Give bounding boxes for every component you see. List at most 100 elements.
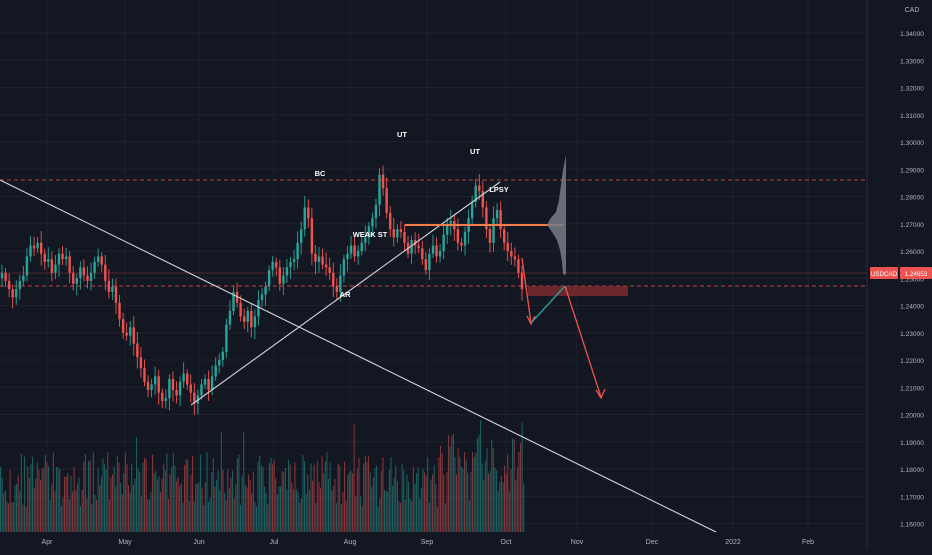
candle-body — [43, 253, 46, 262]
candle-body — [321, 256, 324, 265]
volume-bar — [256, 506, 258, 532]
candle-body — [396, 229, 399, 238]
annotation-label[interactable]: UT — [470, 147, 480, 156]
candle-body — [378, 174, 381, 205]
candle-body — [0, 272, 4, 279]
annotation-label[interactable]: UT — [397, 130, 407, 139]
projection-retest-line[interactable] — [530, 285, 566, 324]
volume-bar — [41, 468, 43, 532]
candle-body — [310, 218, 314, 254]
annotation-label[interactable]: AR — [340, 290, 351, 299]
volume-bar — [462, 468, 464, 532]
volume-bar — [406, 474, 408, 532]
candle-body — [186, 373, 189, 385]
volume-bar — [440, 446, 442, 532]
volume-bar — [140, 496, 142, 532]
volume-bar — [441, 453, 443, 532]
volume-bar — [496, 470, 498, 532]
volume-bar — [464, 452, 466, 532]
volume-bar — [182, 502, 184, 532]
volume-bar — [0, 466, 2, 532]
volume-bar — [19, 491, 21, 532]
candle-body — [517, 259, 520, 273]
volume-bar — [96, 499, 98, 532]
projection-target-line[interactable] — [564, 285, 602, 398]
candle-body — [118, 302, 121, 320]
volume-bar — [278, 486, 280, 532]
volume-bar — [129, 492, 131, 532]
time-axis[interactable]: Apr May Jun Jul Aug Sep Oct Nov Dec 2022 Feb — [42, 539, 815, 546]
volume-bar — [72, 491, 74, 532]
candle-body — [492, 218, 495, 243]
projection-arrows[interactable] — [521, 257, 606, 400]
annotation-label[interactable]: LPSY — [489, 185, 509, 194]
volume-bar — [171, 466, 173, 532]
price-axis[interactable]: 1.34000 1.33000 1.32000 1.31000 1.30000 1.290… — [900, 31, 924, 529]
candle-body — [428, 253, 431, 271]
volume-bar — [500, 475, 502, 532]
candle-body — [510, 251, 513, 257]
candle-body — [381, 174, 385, 189]
time-tick-label: Jul — [270, 539, 279, 546]
volume-bar — [8, 503, 10, 532]
volume-bar — [4, 490, 6, 532]
time-tick-label: Jun — [193, 539, 204, 546]
ascending-trendline[interactable] — [190, 181, 501, 406]
descending-trendline[interactable] — [0, 179, 717, 533]
volume-bar — [368, 456, 370, 532]
volume-bar — [43, 467, 45, 532]
candle-body — [114, 286, 118, 303]
volume-bar — [267, 504, 269, 532]
volume-bar — [128, 485, 130, 532]
candle-body — [153, 376, 157, 385]
candle-body — [203, 379, 207, 385]
price-tick-label: 1.17000 — [900, 494, 924, 501]
candle-body — [342, 259, 346, 276]
volume-bar — [28, 478, 30, 532]
volume-bar — [91, 504, 93, 532]
volume-bar — [494, 467, 496, 532]
candle-body — [175, 389, 178, 396]
volume-bar — [289, 464, 291, 532]
volume-bar — [356, 468, 358, 532]
price-tick-label: 1.30000 — [900, 140, 924, 147]
volume-bar — [360, 496, 362, 532]
volume-bar — [326, 452, 328, 532]
volume-bar — [20, 453, 22, 532]
volume-bar — [372, 477, 374, 532]
volume-bar — [438, 456, 440, 532]
volume-bar — [379, 498, 381, 532]
volume-bar — [89, 460, 91, 532]
volume-bar — [353, 423, 355, 532]
volume-bar — [230, 477, 232, 532]
volume-bar — [310, 463, 312, 532]
candle-body — [470, 201, 474, 219]
candle-body — [364, 237, 367, 243]
candle-body — [392, 229, 395, 238]
volume-bar — [417, 467, 419, 532]
volume-bar — [36, 461, 38, 532]
volume-bar — [288, 459, 290, 532]
volume-bar — [164, 470, 166, 532]
supply-zone-box[interactable] — [528, 286, 628, 296]
price-tick-label: 1.33000 — [900, 58, 924, 65]
volume-bar — [99, 485, 101, 532]
annotation-label[interactable]: BC — [315, 169, 326, 178]
volume-bar — [297, 492, 299, 532]
volume-bar — [388, 469, 390, 532]
volume-bar — [22, 504, 24, 532]
volume-bar — [12, 502, 14, 532]
volume-bar — [190, 475, 192, 532]
annotation-label[interactable]: WEAK ST — [353, 230, 388, 239]
volume-bar — [121, 494, 123, 532]
volume-bar — [220, 432, 222, 532]
projection-drop-line[interactable] — [521, 257, 532, 324]
volume-bar — [35, 478, 37, 532]
price-tick-label: 1.26000 — [900, 249, 924, 256]
candle-body — [214, 365, 217, 377]
candle-body — [495, 210, 499, 219]
candle-body — [207, 379, 210, 390]
volume-bar — [355, 496, 357, 532]
